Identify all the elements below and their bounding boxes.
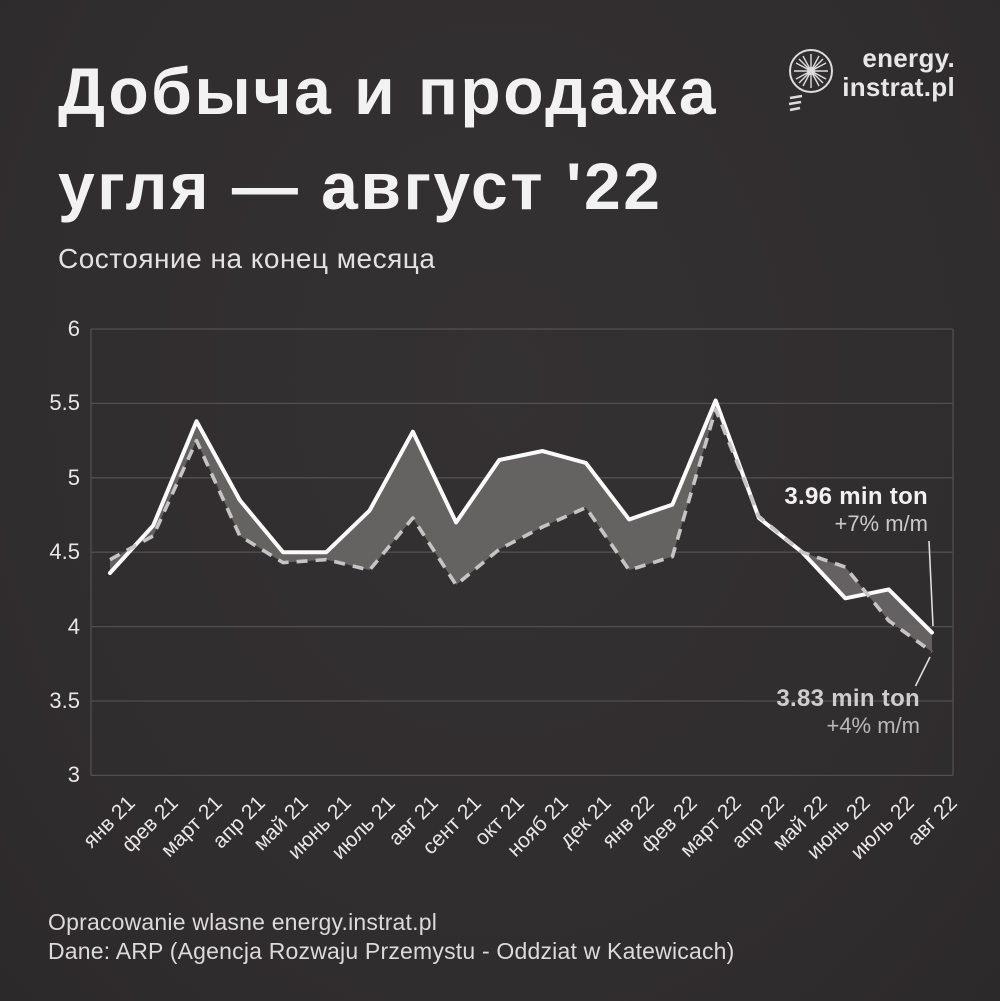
y-tick-label: 4.5 (49, 539, 80, 565)
y-tick-label: 5.5 (49, 390, 80, 416)
annotation-solid-change: +7% m/m (834, 511, 928, 536)
annotation-solid-value: 3.96 min ton (784, 483, 928, 510)
footer: Opracowanie wlasne energy.instrat.pl Dan… (48, 908, 735, 966)
dashed-line-series (109, 407, 933, 654)
page-title-line1: Добыча и продажа (58, 54, 719, 128)
page-title-line2: угля — август '22 (58, 149, 663, 223)
brand-logo: energy. instrat.pl (782, 44, 955, 116)
fill-between-band (110, 400, 932, 652)
footer-source-line2: Dane: ARP (Agencja Rozwaju Przemystu - O… (48, 938, 735, 964)
solid-line-series (108, 398, 934, 635)
y-tick-label: 3 (67, 762, 80, 788)
annotation-callout-solid (928, 540, 934, 627)
subtitle: Состояние на конец месяца (58, 243, 436, 274)
brand-logo-line2: instrat.pl (842, 72, 955, 102)
annotation-dashed-last: 3.83 min ton +4% m/m (776, 686, 920, 738)
annotation-dashed-value: 3.83 min ton (776, 685, 920, 712)
y-tick-label: 6 (67, 316, 80, 341)
lightbulb-energy-icon (788, 49, 834, 112)
annotation-solid-last: 3.96 min ton +7% m/m (784, 484, 928, 536)
page-title: Добыча и продажа угля — август '22 (58, 44, 718, 234)
annotation-dashed-change: +4% m/m (826, 713, 920, 738)
footer-source-line1: Opracowanie wlasne energy.instrat.pl (48, 909, 438, 935)
brand-logo-text: energy. instrat.pl (842, 44, 955, 102)
y-tick-label: 5 (67, 464, 80, 490)
y-tick-label: 4 (67, 613, 80, 639)
brand-logo-line1: energy. (862, 43, 955, 73)
annotation-callout-dashed (914, 656, 931, 687)
y-tick-label: 3.5 (49, 688, 80, 713)
